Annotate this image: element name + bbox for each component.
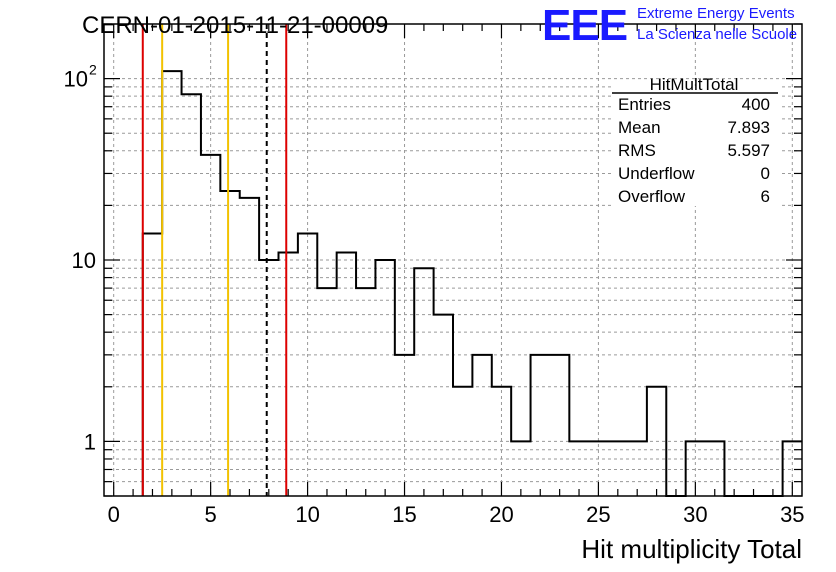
run-title: CERN-01-2015-11-21-00009 [82,12,388,39]
stats-label-mean: Mean [618,118,661,137]
stats-title: HitMultTotal [650,75,739,94]
stats-label-entries: Entries [618,95,671,114]
x-tick-label: 35 [780,502,804,527]
logo-line-1: Extreme Energy Events [637,5,795,22]
y-tick-label-exponent: 2 [89,62,97,78]
stats-label-rms: RMS [618,141,656,160]
x-axis-title: Hit multiplicity Total [581,534,802,564]
stats-value-mean: 7.893 [727,118,770,137]
stats-value-entries: 400 [742,95,770,114]
y-tick-label: 1 [84,429,96,454]
stats-value-underflow: 0 [761,164,770,183]
marker-lines [141,24,288,496]
x-tick-label: 5 [205,502,217,527]
x-tick-label: 20 [489,502,513,527]
logo-line-2: La Scienza nelle Scuole [637,26,797,43]
x-tick-label: 0 [108,502,120,527]
stats-label-underflow: Underflow [618,164,695,183]
x-tick-label: 15 [392,502,416,527]
x-tick-label: 10 [295,502,319,527]
logo-text: EEE [542,1,627,50]
stats-label-overflow: Overflow [618,187,686,206]
stats-value-overflow: 6 [761,187,770,206]
stats-value-rms: 5.597 [727,141,770,160]
y-tick-label: 10 [72,248,96,273]
x-tick-label: 30 [683,502,707,527]
histogram-bars [141,70,802,497]
stats-box-background [612,86,782,206]
histogram-outline [141,70,802,497]
eee-logo: EEE Extreme Energy Events La Scienza nel… [542,1,797,50]
y-tick-label: 10 [64,67,88,92]
x-tick-label: 25 [586,502,610,527]
stats-box: HitMultTotal Entries 400 Mean 7.893 RMS … [612,75,782,206]
